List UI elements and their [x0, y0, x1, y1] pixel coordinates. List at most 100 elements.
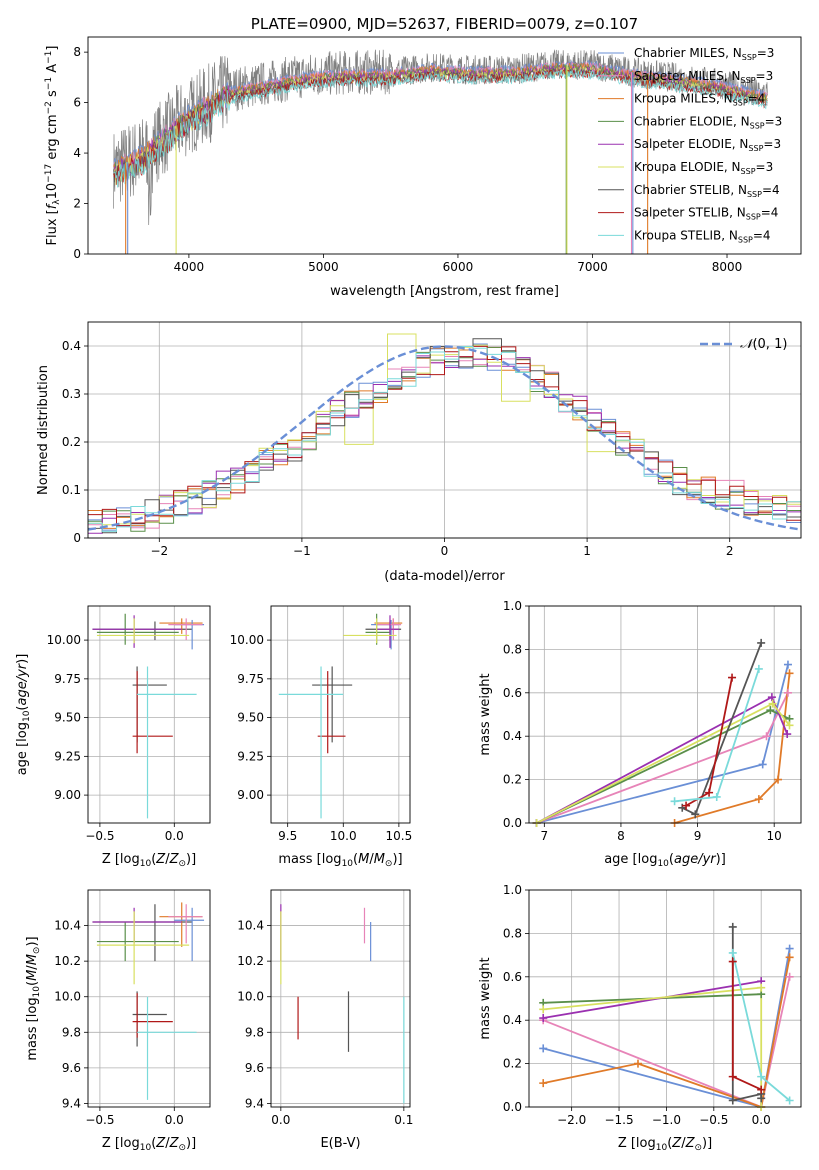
- series-marker: [539, 1005, 548, 1014]
- legend: Chabrier MILES, NSSP=3 Salpeter MILES, NS…: [598, 46, 782, 244]
- x-axis-label: age [log10(age/yr)]: [604, 852, 726, 869]
- x-tick-label: 0.1: [394, 1113, 413, 1127]
- x-tick-label: 6000: [443, 260, 474, 274]
- series-marker: [728, 1096, 737, 1105]
- series-marker: [762, 732, 771, 741]
- y-tick-label: 0.8: [503, 926, 522, 940]
- series-marker: [728, 1072, 737, 1081]
- residual-histogram-panel: −2 −1 0 1 2 0 0.1 0.2 0.3 0.4 (data-model)/error No…: [36, 321, 802, 584]
- series-marker: [728, 922, 737, 931]
- series-marker: [783, 688, 792, 697]
- x-tick-label: 0.0: [752, 1113, 771, 1127]
- y-tick-label: 9.25: [54, 749, 81, 763]
- y-tick-label: 0: [73, 531, 81, 545]
- y-tick-label: 0.6: [503, 686, 522, 700]
- y-axis-label: mass weight: [478, 673, 493, 755]
- mass-vs-metallicity-panel: −0.5 0.0 9.4 9.6 9.8 10.0 10.2 10.4 Z [log10(Z/Z…: [25, 889, 211, 1153]
- y-tick-label: 0.3: [62, 387, 81, 401]
- axes-frame: [87, 605, 211, 824]
- y-tick-label: 10.4: [54, 919, 81, 933]
- series-marker: [785, 944, 794, 953]
- series-marker: [728, 948, 737, 957]
- legend-entry: Kroupa MILES, NSSP=4: [634, 92, 765, 108]
- axes-frame: [528, 605, 802, 824]
- y-tick-label: 10.00: [47, 633, 81, 647]
- series-marker: [766, 706, 775, 715]
- histogram-chabrier_stelib: [88, 338, 801, 534]
- y-axis-label: age [log10(age/yr)]: [15, 654, 32, 776]
- x-axis-label: E(B-V): [320, 1136, 360, 1151]
- axes-frame: [270, 605, 411, 824]
- axes-frame: [87, 889, 211, 1108]
- series-marker: [783, 730, 792, 739]
- y-tick-label: 0.4: [503, 729, 522, 743]
- x-tick-label: 1: [583, 544, 591, 558]
- series-marker: [539, 1079, 548, 1088]
- series-marker: [691, 810, 700, 819]
- series-marker: [785, 721, 794, 730]
- x-tick-label: −0.5: [699, 1113, 728, 1127]
- y-tick-label: 10.0: [237, 990, 264, 1004]
- y-tick-label: 9.75: [54, 672, 81, 686]
- x-tick-label: −1: [293, 544, 311, 558]
- series-line-kroupa_miles: [543, 957, 791, 1107]
- axes-frame: [270, 889, 411, 1108]
- series-marker: [785, 953, 794, 962]
- histogram-kroupa_stelib: [88, 346, 801, 532]
- y-tick-label: 9.50: [237, 711, 264, 725]
- y-tick-label: 8: [73, 45, 81, 59]
- series-marker: [758, 760, 767, 769]
- x-axis-label: Z [log10(Z/Z⊙)]: [618, 1136, 712, 1153]
- x-tick-label: 5000: [308, 260, 339, 274]
- series-marker: [633, 1059, 642, 1068]
- x-axis-label: Z [log10(Z/Z⊙)]: [102, 852, 196, 869]
- y-tick-label: 9.4: [245, 1096, 264, 1110]
- y-tick-label: 9.6: [62, 1061, 81, 1075]
- y-tick-label: 1.0: [503, 599, 522, 613]
- legend-entry: Salpeter ELODIE, NSSP=3: [634, 137, 781, 153]
- series-marker: [682, 801, 691, 810]
- x-tick-label: 10: [767, 829, 782, 843]
- x-tick-label: 7: [541, 829, 549, 843]
- x-tick-label: −1.0: [652, 1113, 681, 1127]
- age-vs-metallicity-panel: −0.5 0.0 9.00 9.25 9.50 9.75 10.00 Z [log10(Z/Z…: [15, 605, 211, 869]
- plot-area: [280, 904, 405, 1104]
- y-tick-label: 9.00: [237, 788, 264, 802]
- y-tick-label: 0.6: [503, 970, 522, 984]
- series-marker: [768, 699, 777, 708]
- x-tick-label: 9: [694, 829, 702, 843]
- axes-frame: [528, 889, 802, 1108]
- series-marker: [728, 957, 737, 966]
- series-line-salpeter_stelib: [685, 677, 733, 807]
- series-marker: [539, 1044, 548, 1053]
- y-tick-label: 9.75: [237, 672, 264, 686]
- gaussian-curve: [88, 345, 801, 531]
- series-marker: [728, 673, 737, 682]
- series-line-salpeter_miles: [542, 976, 791, 1107]
- legend-entry: Salpeter STELIB, NSSP=4: [634, 206, 778, 222]
- plot-area: [92, 613, 205, 819]
- x-tick-label: 8: [617, 829, 625, 843]
- series-marker: [670, 797, 679, 806]
- series-marker: [757, 1094, 766, 1103]
- x-tick-label: 10.5: [386, 829, 413, 843]
- y-axis-label: Normed distribution: [36, 365, 51, 495]
- x-tick-label: 8000: [712, 260, 743, 274]
- series-marker: [785, 1096, 794, 1105]
- y-tick-label: 10.00: [230, 633, 264, 647]
- x-tick-label: −2.0: [557, 1113, 586, 1127]
- y-tick-label: 9.00: [54, 788, 81, 802]
- x-axis-label: mass [log10(M/M⊙)]: [278, 852, 402, 869]
- x-tick-label: 0.0: [165, 829, 184, 843]
- y-tick-label: 10.0: [54, 990, 81, 1004]
- mass-vs-extinction-panel: 0.0 0.1 9.4 9.6 9.8 10.0 10.2 10.4 E(B-V): [237, 889, 413, 1151]
- y-tick-label: 2: [73, 197, 81, 211]
- series-line-salpeter_stelib: [731, 961, 762, 1091]
- y-tick-label: 9.50: [54, 711, 81, 725]
- y-tick-label: 9.6: [245, 1061, 264, 1075]
- age-vs-mass-panel: 9.5 10.0 10.5 9.00 9.25 9.50 9.75 10.00 mass [lo…: [230, 605, 413, 869]
- series-marker: [785, 669, 794, 678]
- model-spectrum-kroupa_stelib: [113, 69, 768, 188]
- x-tick-label: 9.5: [278, 829, 297, 843]
